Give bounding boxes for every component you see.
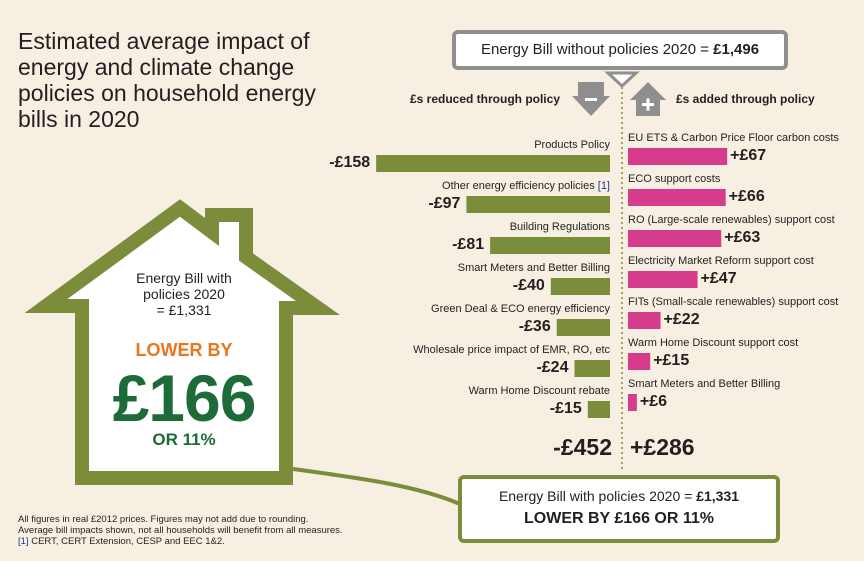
footnote-ref: [1] — [18, 536, 29, 547]
plus-arrow-icon — [630, 82, 666, 116]
reduced-category-label: Other energy efficiency policies [1] — [442, 180, 610, 192]
reduced-total: -£452 — [553, 434, 612, 460]
reduced-value-label: -£15 — [549, 400, 582, 417]
lower-by-summary: LOWER BY £166 OR 11% — [524, 510, 714, 527]
added-bar — [628, 353, 651, 370]
added-value-label: +£15 — [653, 352, 690, 369]
reduced-value-label: -£97 — [428, 195, 461, 212]
added-value-label: +£22 — [663, 311, 700, 328]
reduced-category-label: Building Regulations — [509, 221, 610, 233]
minus-arrow-icon — [572, 82, 610, 116]
bill-without-policies-box: Energy Bill without policies 2020 = £1,4… — [452, 30, 788, 70]
reduced-value-label: -£40 — [512, 277, 545, 294]
added-value-label: +£6 — [639, 393, 668, 410]
added-bar — [628, 230, 722, 247]
reduced-bar — [466, 196, 610, 213]
added-category-label: FITs (Small-scale renewables) support co… — [628, 296, 839, 308]
added-category-label: ECO support costs — [628, 173, 721, 185]
reduced-value-label: -£81 — [452, 236, 485, 253]
reduced-bar — [574, 360, 610, 377]
reduced-bar — [490, 237, 610, 254]
added-category-label: Smart Meters and Better Billing — [628, 378, 781, 390]
house-line1: Energy Bill with — [136, 270, 232, 286]
added-value-label: +£47 — [700, 270, 737, 287]
house-line3: = £1,331 — [156, 302, 212, 318]
house-lower-by: LOWER BY — [135, 340, 233, 360]
bill-with-policies-line: Energy Bill with policies 2020 = £1,331 — [462, 488, 776, 504]
reduced-bar — [550, 278, 610, 295]
bill-without-policies-amount: £1,496 — [713, 41, 760, 58]
added-value-label: +£67 — [730, 147, 767, 164]
bill-with-policies-text: Energy Bill with policies 2020 = — [498, 488, 697, 504]
reduced-value-label: -£158 — [329, 154, 371, 171]
footnote-line3: [1] CERT, CERT Extension, CESP and EEC 1… — [18, 536, 438, 547]
bill-with-policies-amount: £1,331 — [696, 488, 740, 504]
reduced-bar — [556, 319, 610, 336]
added-bar — [628, 189, 726, 206]
bill-with-policies-box: Energy Bill with policies 2020 = £1,331 … — [458, 475, 780, 543]
reduced-value-label: -£24 — [536, 359, 569, 376]
reduced-category-label: Wholesale price impact of EMR, RO, etc — [413, 344, 610, 356]
top-box-pointer — [604, 71, 640, 89]
footnote: All figures in real £2012 prices. Figure… — [18, 514, 438, 547]
reduced-category-label: Smart Meters and Better Billing — [457, 262, 610, 274]
added-category-label: RO (Large-scale renewables) support cost — [628, 214, 835, 226]
added-category-label: EU ETS & Carbon Price Floor carbon costs — [628, 132, 839, 144]
reduced-category-label: Warm Home Discount rebate — [468, 385, 610, 397]
added-value-label: +£63 — [724, 229, 761, 246]
house-amount: £166 — [112, 361, 257, 435]
house-percent: OR 11% — [152, 430, 216, 449]
house-line2: policies 2020 — [143, 286, 225, 302]
bill-without-policies-text: Energy Bill without policies 2020 = — [480, 41, 714, 58]
reduced-bar — [376, 155, 610, 172]
house-bill-label: Energy Bill with policies 2020 = £1,331 — [82, 270, 286, 318]
footnote-line3-text: CERT, CERT Extension, CESP and EEC 1&2. — [28, 536, 225, 547]
added-bar — [628, 394, 637, 411]
added-category-label: Electricity Market Reform support cost — [628, 255, 814, 267]
added-value-label: +£66 — [728, 188, 765, 205]
reduced-category-label: Products Policy — [534, 139, 610, 151]
category-ref: [1] — [594, 180, 610, 192]
footnote-line1: All figures in real £2012 prices. Figure… — [18, 514, 309, 525]
added-bar — [628, 148, 728, 165]
added-total: +£286 — [630, 434, 695, 460]
added-bar — [628, 312, 661, 329]
added-header: £s added through policy — [676, 92, 815, 106]
added-category-label: Warm Home Discount support cost — [628, 337, 799, 349]
reduced-bar — [587, 401, 610, 418]
reduced-category-label: Green Deal & ECO energy efficiency — [431, 303, 610, 315]
added-bar — [628, 271, 698, 288]
chart-title: Estimated average impact of energy and c… — [18, 28, 316, 132]
house-icon — [24, 199, 463, 507]
reduced-header: £s reduced through policy — [409, 92, 560, 106]
reduced-value-label: -£36 — [518, 318, 551, 335]
footnote-line2: Average bill impacts shown, not all hous… — [18, 525, 343, 536]
